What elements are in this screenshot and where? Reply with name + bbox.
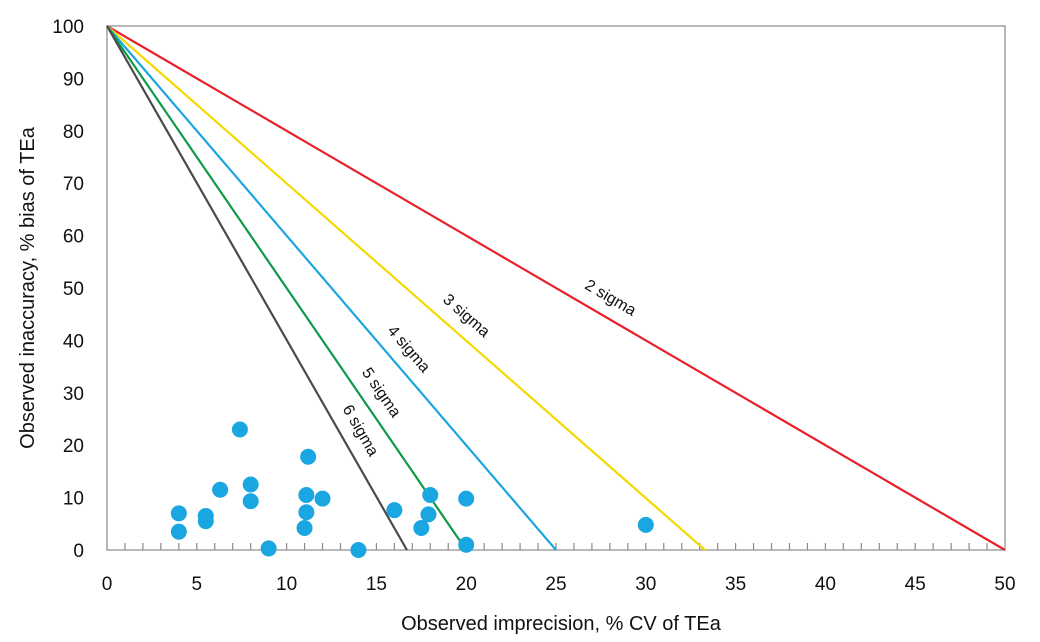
- x-tick-label: 45: [905, 574, 926, 595]
- x-axis-title: Observed imprecision, % CV of TEa: [401, 613, 722, 635]
- y-tick-label: 20: [63, 436, 84, 457]
- data-point: [212, 481, 229, 498]
- sigma-line: [106, 25, 468, 551]
- y-tick-label: 80: [63, 122, 84, 143]
- y-tick-label: 0: [73, 541, 84, 562]
- data-point: [413, 519, 430, 536]
- y-tick-label: 50: [63, 279, 84, 300]
- sigma-line-label: 3 sigma: [439, 291, 492, 341]
- data-point: [260, 540, 277, 557]
- data-point: [458, 490, 475, 507]
- data-point: [242, 493, 259, 510]
- sigma-lines: [106, 25, 1006, 551]
- data-point: [296, 519, 313, 536]
- y-tick-label: 30: [63, 384, 84, 405]
- data-point: [300, 448, 317, 465]
- x-tick-label: 5: [192, 574, 203, 595]
- data-point: [197, 513, 214, 530]
- sigma-line-label: 6 sigma: [339, 402, 382, 459]
- x-tick-label: 40: [815, 574, 836, 595]
- data-point: [170, 523, 187, 540]
- y-tick-labels: 0 10 20 30 40 50 60 70 80 90 100: [52, 17, 84, 562]
- data-point: [422, 486, 439, 503]
- sigma-line-label: 2 sigma: [582, 277, 639, 320]
- x-tick-label: 30: [635, 574, 656, 595]
- data-point: [314, 490, 331, 507]
- x-tick-labels: 0 5 10 15 20 25 30 35 40 45 50: [102, 574, 1016, 595]
- data-points: [170, 421, 654, 558]
- x-tick-label: 35: [725, 574, 746, 595]
- sigma-line: [106, 25, 1006, 551]
- data-point: [420, 506, 437, 523]
- data-point: [298, 504, 315, 521]
- y-tick-label: 40: [63, 331, 84, 352]
- x-tick-label: 15: [366, 574, 387, 595]
- data-point: [231, 421, 248, 438]
- sigma-line: [106, 25, 408, 551]
- data-point: [637, 516, 654, 533]
- y-tick-label: 60: [63, 227, 84, 248]
- x-tick-label: 25: [545, 574, 566, 595]
- y-tick-label: 70: [63, 174, 84, 195]
- x-tick-label: 0: [102, 574, 113, 595]
- x-tick-label: 10: [276, 574, 297, 595]
- data-point: [242, 476, 259, 493]
- y-tick-label: 100: [52, 17, 84, 38]
- sigma-line-label: 5 sigma: [358, 365, 404, 421]
- x-tick-label: 50: [994, 574, 1015, 595]
- data-point: [298, 486, 315, 503]
- sigma-line-label: 4 sigma: [384, 323, 433, 377]
- x-tick-label: 20: [456, 574, 477, 595]
- data-point: [350, 542, 367, 558]
- y-axis-title: Observed inaccuracy, % bias of TEa: [17, 126, 39, 449]
- x-minor-ticks: [124, 543, 988, 550]
- sigma-line: [106, 25, 706, 551]
- data-point: [458, 536, 475, 553]
- data-point: [170, 505, 187, 522]
- data-point: [386, 502, 403, 519]
- y-tick-label: 90: [63, 69, 84, 90]
- y-tick-label: 10: [63, 489, 84, 510]
- sigma-line: [106, 25, 557, 551]
